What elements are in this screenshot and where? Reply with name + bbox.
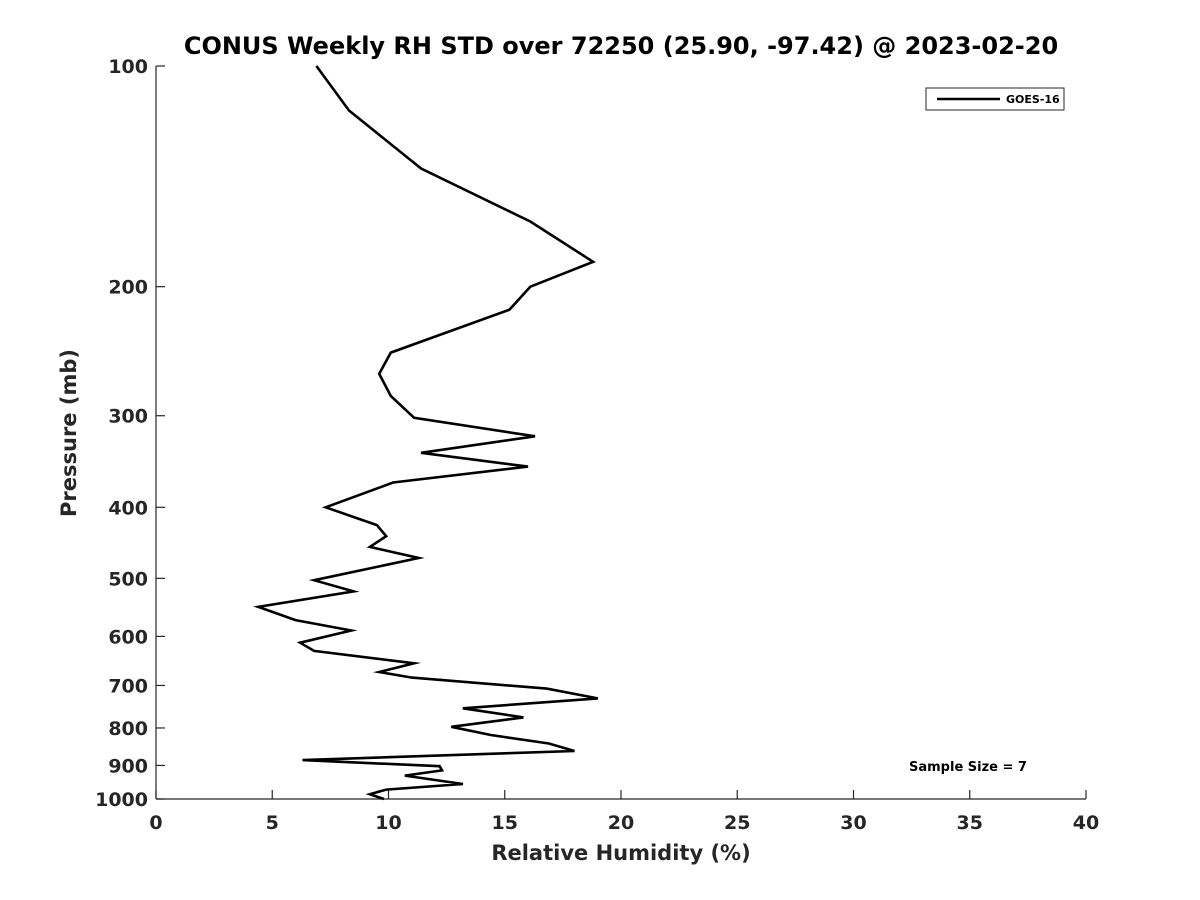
x-tick-label-10: 10 bbox=[375, 812, 401, 834]
x-tick-label-5: 5 bbox=[266, 812, 279, 834]
x-tick-label-20: 20 bbox=[608, 812, 634, 834]
x-ticks: 0 5 10 15 20 25 30 35 40 bbox=[149, 790, 1099, 834]
sample-size-annotation: Sample Size = 7 bbox=[909, 760, 1027, 775]
y-tick-label-500: 500 bbox=[108, 568, 148, 590]
x-tick-label-15: 15 bbox=[492, 812, 518, 834]
legend: GOES-16 bbox=[925, 87, 1065, 111]
x-axis-label: Relative Humidity (%) bbox=[491, 841, 750, 865]
y-tick-label-700: 700 bbox=[108, 675, 148, 697]
x-tick-label-30: 30 bbox=[840, 812, 866, 834]
y-tick-label-600: 600 bbox=[108, 626, 148, 648]
y-tick-label-400: 400 bbox=[108, 497, 148, 519]
y-tick-label-1000: 1000 bbox=[95, 789, 148, 811]
y-axis-label: Pressure (mb) bbox=[57, 349, 81, 517]
series-line-goes-16 bbox=[253, 65, 599, 801]
y-tick-label-100: 100 bbox=[108, 56, 148, 78]
y-tick-label-300: 300 bbox=[108, 406, 148, 428]
legend-label-goes-16: GOES-16 bbox=[1006, 93, 1060, 106]
y-tick-label-900: 900 bbox=[108, 755, 148, 777]
x-tick-label-35: 35 bbox=[957, 812, 983, 834]
y-tick-label-200: 200 bbox=[108, 277, 148, 299]
x-tick-label-25: 25 bbox=[724, 812, 750, 834]
x-tick-label-0: 0 bbox=[149, 812, 162, 834]
x-tick-label-40: 40 bbox=[1073, 812, 1099, 834]
y-ticks: 100 200 300 400 500 600 700 800 900 1000 bbox=[95, 56, 165, 811]
chart-title: CONUS Weekly RH STD over 72250 (25.90, -… bbox=[184, 32, 1058, 60]
series-group bbox=[253, 65, 599, 801]
y-tick-label-800: 800 bbox=[108, 718, 148, 740]
